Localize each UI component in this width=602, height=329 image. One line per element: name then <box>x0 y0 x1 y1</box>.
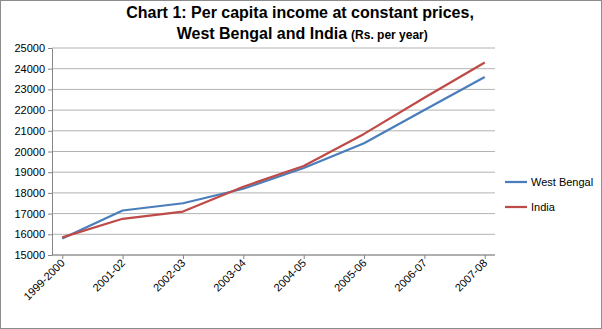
y-tick: 17000 <box>14 208 52 220</box>
y-tick: 21000 <box>14 125 52 137</box>
x-tick: 2003-04 <box>211 255 248 294</box>
y-tick-label: 15000 <box>14 249 45 261</box>
x-tick-label: 2007-08 <box>452 257 489 294</box>
y-axis: 15000 16000 17000 18000 19000 20000 21000 22000… <box>14 42 52 261</box>
x-tick-mark <box>485 255 486 259</box>
y-tick-mark <box>48 131 52 132</box>
legend-label: West Bengal <box>531 176 593 188</box>
legend: West Bengal India <box>505 176 593 213</box>
x-tick: 2001-02 <box>90 255 127 294</box>
legend-swatch <box>505 181 527 183</box>
y-tick-label: 23000 <box>14 83 45 95</box>
y-tick-mark <box>48 48 52 49</box>
grid-line <box>52 110 495 111</box>
series-line <box>62 77 484 238</box>
y-tick-label: 21000 <box>14 125 45 137</box>
title-line: Chart 1: Per capita income at constant p… <box>126 4 474 21</box>
x-tick-label: 2005-06 <box>332 257 369 294</box>
y-tick: 22000 <box>14 104 52 116</box>
x-tick: 2006-07 <box>392 255 429 294</box>
x-tick-mark <box>183 255 184 259</box>
grid-line <box>52 130 495 131</box>
x-tick-label: 2001-02 <box>90 257 127 294</box>
x-tick-label: 2003-04 <box>211 257 248 294</box>
x-tick-label: 1999-2000 <box>21 257 67 303</box>
x-tick-mark <box>62 255 63 259</box>
chart-title: Chart 1: Per capita income at constant p… <box>126 4 474 42</box>
y-axis-line <box>52 49 53 256</box>
grid-line <box>52 192 495 193</box>
legend-swatch <box>505 206 527 208</box>
x-tick: 2005-06 <box>332 255 369 294</box>
y-tick-label: 25000 <box>14 42 45 54</box>
y-tick-label: 20000 <box>14 146 45 158</box>
x-tick-label: 2002-03 <box>151 257 188 294</box>
y-tick-mark <box>48 214 52 215</box>
series-lines <box>62 62 484 238</box>
legend-label: India <box>531 201 556 213</box>
grid-line <box>52 151 495 152</box>
y-tick: 19000 <box>14 166 52 178</box>
chart-border <box>1 1 602 329</box>
y-tick-mark <box>48 193 52 194</box>
series-line <box>62 62 484 237</box>
y-tick-label: 18000 <box>14 187 45 199</box>
y-tick-label: 19000 <box>14 166 45 178</box>
grid-line <box>52 48 495 49</box>
y-tick: 25000 <box>14 42 52 54</box>
x-tick-label: 2006-07 <box>392 257 429 294</box>
y-tick-label: 24000 <box>14 63 45 75</box>
grid-line <box>52 234 495 235</box>
x-tick: 2007-08 <box>452 255 489 294</box>
grid-line <box>52 172 495 173</box>
y-tick: 20000 <box>14 146 52 158</box>
grid-line <box>52 68 495 69</box>
y-tick-label: 22000 <box>14 104 45 116</box>
x-tick-mark <box>123 255 124 259</box>
y-tick-label: 17000 <box>14 208 45 220</box>
y-tick-mark <box>48 89 52 90</box>
x-tick: 2004-05 <box>271 255 308 294</box>
y-tick-mark <box>48 152 52 153</box>
subtitle: (Rs. per year) <box>351 28 428 42</box>
x-axis: 1999-2000 2001-02 2002-03 2003-04 2004-05 200… <box>21 255 495 302</box>
y-tick-label: 16000 <box>14 228 45 240</box>
y-tick: 15000 <box>14 249 52 261</box>
y-tick-mark <box>48 255 52 256</box>
x-tick-mark <box>424 255 425 259</box>
x-tick-label: 2004-05 <box>271 257 308 294</box>
grid-line <box>52 89 495 90</box>
y-tick-mark <box>48 172 52 173</box>
grid <box>52 48 495 255</box>
y-tick-mark <box>48 69 52 70</box>
y-tick-mark <box>48 234 52 235</box>
grid-line <box>52 255 495 256</box>
y-tick: 23000 <box>14 83 52 95</box>
x-tick: 1999-2000 <box>21 255 67 302</box>
chart: Chart 1: Per capita income at constant p… <box>0 0 602 329</box>
title-line: West Bengal and India <box>172 25 347 42</box>
x-axis-line <box>52 255 495 256</box>
x-tick-mark <box>364 255 365 259</box>
y-tick-mark <box>48 110 52 111</box>
x-tick-mark <box>304 255 305 259</box>
y-tick: 16000 <box>14 228 52 240</box>
y-tick: 18000 <box>14 187 52 199</box>
x-tick-mark <box>243 255 244 259</box>
x-tick: 2002-03 <box>151 255 188 294</box>
y-tick: 24000 <box>14 63 52 75</box>
